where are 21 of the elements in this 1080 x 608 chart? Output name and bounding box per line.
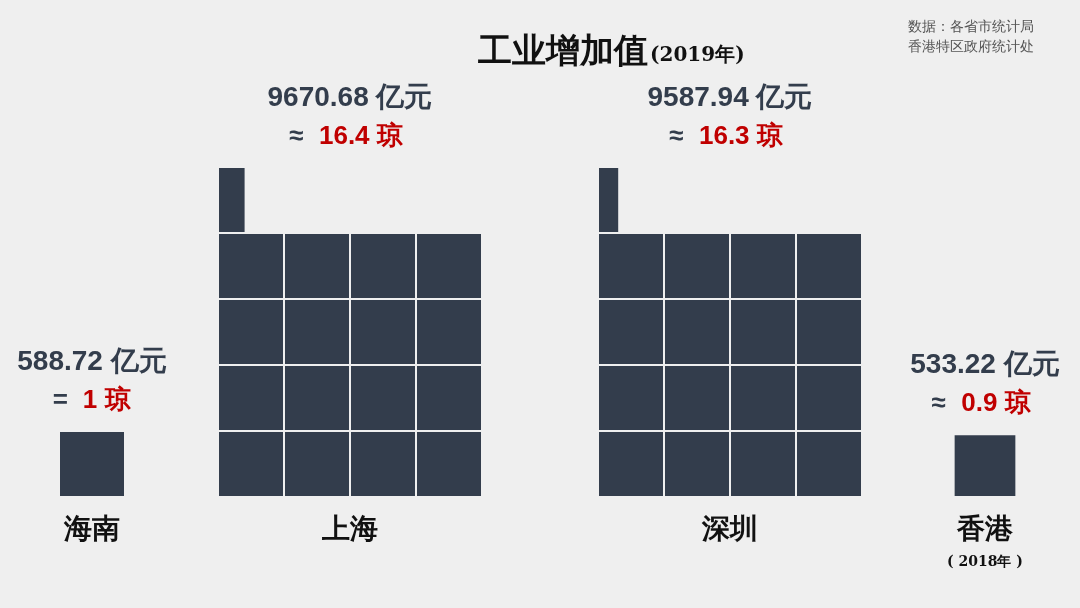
text: 香港特区政府统计处	[908, 38, 1034, 54]
category-label: 上海	[321, 512, 378, 545]
text: 9670.68 亿元	[267, 81, 433, 112]
data-label: 16.3 琼	[698, 120, 783, 150]
text: ≈	[668, 120, 684, 150]
text: (2019年)	[650, 42, 745, 66]
data-label: 1 琼	[82, 384, 131, 414]
category-label: 深圳	[701, 512, 758, 545]
category-label: 海南	[63, 512, 120, 545]
text: ≈	[931, 387, 946, 418]
text: 工业增加值	[477, 30, 648, 70]
data-label: 0.9 琼	[961, 387, 1031, 418]
text: ( 2018年 )	[947, 553, 1023, 569]
category-label: 香港	[956, 512, 1014, 545]
text: ≈	[288, 120, 304, 150]
text: =	[52, 384, 69, 414]
data-label: 16.4 琼	[318, 120, 403, 150]
text: 9587.94 亿元	[647, 81, 813, 112]
text: 数据：各省市统计局	[908, 18, 1034, 34]
text: 533.22 亿元	[910, 348, 1060, 380]
text: 588.72 亿元	[17, 345, 167, 376]
